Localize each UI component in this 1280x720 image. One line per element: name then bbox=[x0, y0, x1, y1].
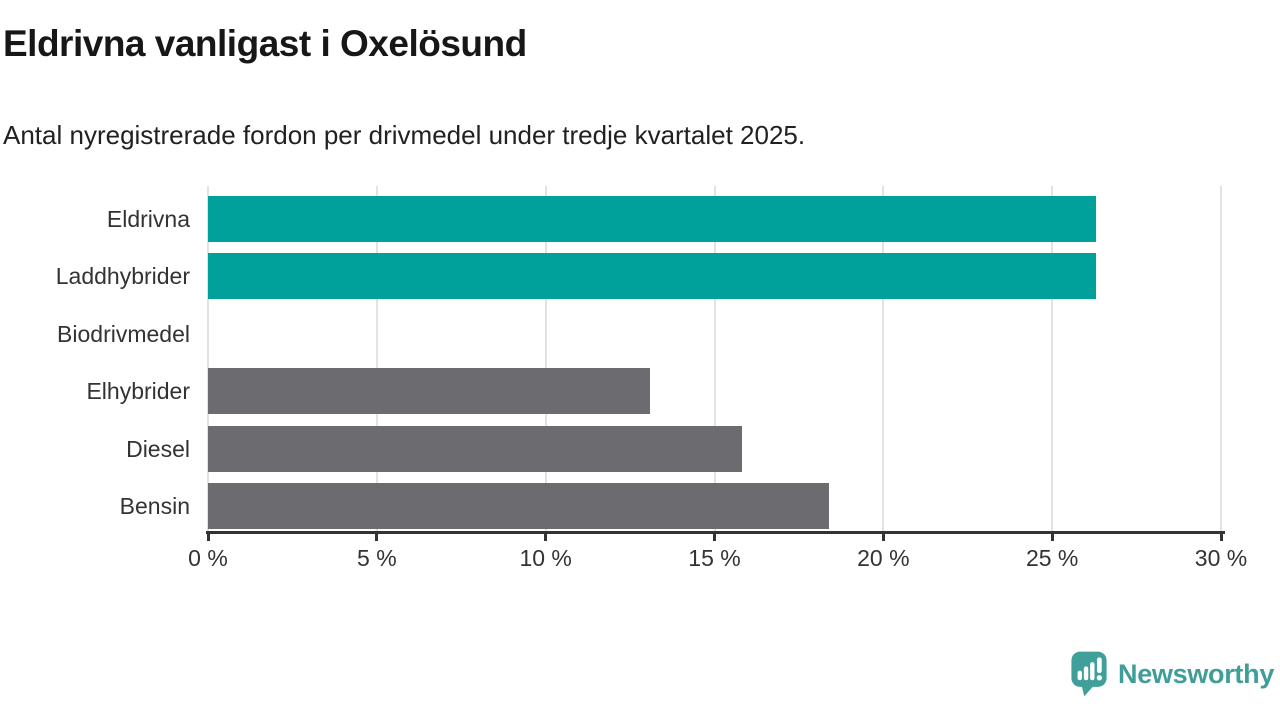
gridline bbox=[882, 186, 885, 531]
x-axis-tick bbox=[375, 531, 379, 541]
x-tick-label: 25 % bbox=[1025, 545, 1079, 571]
x-tick-label: 10 % bbox=[519, 545, 572, 571]
x-axis-tick bbox=[881, 531, 885, 541]
newsworthy-attribution: Newsworthy bbox=[1070, 650, 1274, 698]
x-axis-tick bbox=[206, 531, 210, 541]
category-label-bensin: Bensin bbox=[119, 493, 190, 519]
newsworthy-logo-icon bbox=[1071, 651, 1107, 697]
bar-diesel bbox=[208, 425, 742, 472]
gridline bbox=[207, 186, 209, 531]
category-label-eldrivna: Eldrivna bbox=[106, 206, 190, 232]
gridline bbox=[544, 186, 547, 531]
category-label-biodrivmedel: Biodrivmedel bbox=[57, 320, 190, 347]
bar-bensin bbox=[208, 483, 830, 529]
category-label-laddhybrider: Laddhybrider bbox=[55, 263, 190, 290]
newsworthy-wordmark: Newsworthy bbox=[1118, 658, 1275, 689]
gridline bbox=[375, 186, 378, 531]
chart-subtitle: Antal nyregistrerade fordon per drivmede… bbox=[3, 120, 806, 150]
bar-eldrivna bbox=[208, 196, 1097, 242]
bar-laddhybrider bbox=[208, 253, 1097, 300]
gridline bbox=[713, 186, 716, 531]
chart-title: Eldrivna vanligast i Oxelösund bbox=[3, 23, 527, 64]
x-axis-tick bbox=[713, 531, 716, 541]
category-label-elhybrider: Elhybrider bbox=[86, 378, 190, 405]
x-axis-tick bbox=[1050, 531, 1054, 541]
x-tick-label: 15 % bbox=[688, 545, 741, 571]
gridline bbox=[1051, 186, 1054, 531]
gridline bbox=[1220, 186, 1222, 531]
x-tick-label: 0 % bbox=[188, 545, 228, 571]
x-tick-label: 5 % bbox=[357, 545, 397, 571]
x-axis-tick bbox=[1219, 531, 1223, 541]
x-tick-label: 30 % bbox=[1194, 545, 1248, 571]
x-axis-tick bbox=[544, 531, 548, 541]
bar-elhybrider bbox=[208, 368, 651, 415]
category-label-diesel: Diesel bbox=[126, 435, 190, 462]
x-tick-label: 20 % bbox=[857, 545, 910, 571]
